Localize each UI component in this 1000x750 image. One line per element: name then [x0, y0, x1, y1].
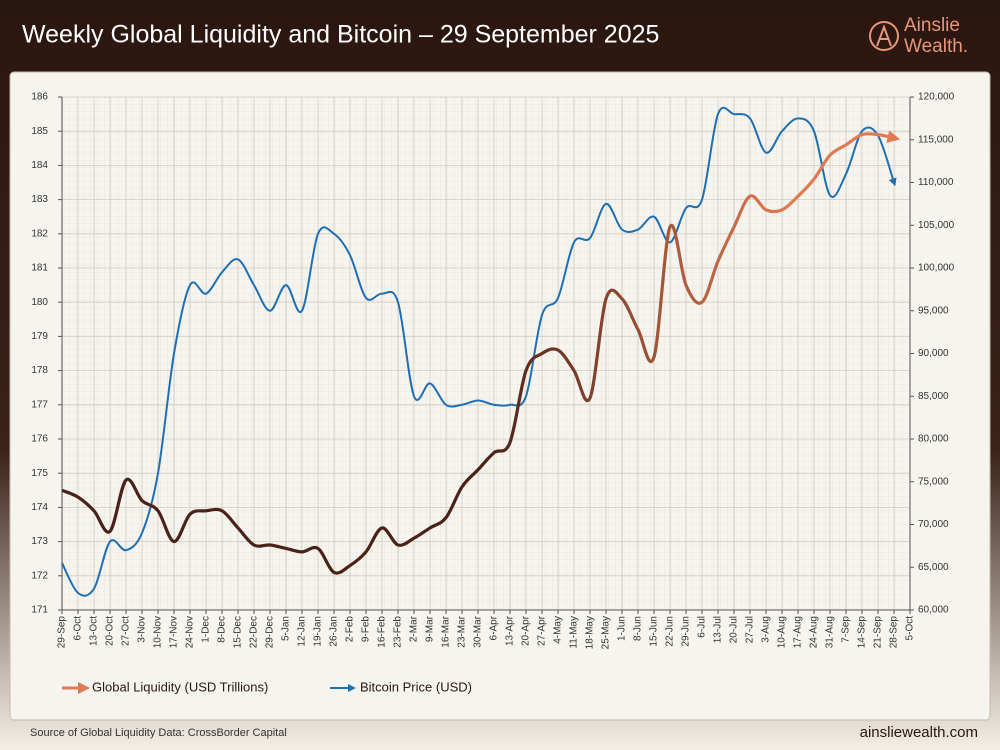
website: ainsliewealth.com — [860, 724, 978, 741]
x-tick-label: 24-Aug — [809, 616, 820, 648]
x-tick-label: 2-Mar — [409, 615, 420, 642]
x-tick-label: 7-Sep — [841, 616, 852, 643]
x-tick-label: 13-Apr — [505, 615, 516, 646]
y2-tick-label: 110,000 — [918, 177, 954, 188]
chart-title: Weekly Global Liquidity and Bitcoin – 29… — [22, 21, 659, 49]
x-tick-label: 23-Mar — [457, 615, 468, 647]
x-tick-label: 29-Jun — [681, 616, 692, 647]
y-tick-label: 183 — [31, 194, 48, 205]
x-tick-label: 19-Jan — [313, 616, 324, 647]
x-tick-label: 13-Jul — [713, 616, 724, 643]
x-tick-label: 3-Nov — [137, 616, 148, 643]
y2-tick-label: 120,000 — [918, 92, 955, 103]
plot-area — [62, 97, 910, 610]
y-tick-label: 181 — [31, 263, 48, 274]
x-tick-label: 22-Jun — [665, 616, 676, 647]
x-tick-label: 20-Oct — [105, 616, 116, 646]
x-tick-label: 20-Apr — [521, 615, 532, 646]
x-tick-label: 6-Apr — [489, 615, 500, 640]
x-tick-label: 20-Jul — [729, 616, 740, 643]
x-tick-label: 28-Sep — [889, 616, 900, 649]
x-tick-label: 1-Jun — [617, 616, 628, 641]
x-tick-label: 8-Dec — [217, 616, 228, 643]
series-line — [61, 106, 897, 597]
y-tick-label: 174 — [31, 502, 48, 513]
y2-tick-label: 65,000 — [918, 562, 949, 573]
y2-tick-label: 105,000 — [918, 220, 955, 231]
legend-label: Bitcoin Price (USD) — [360, 679, 472, 694]
y-tick-label: 176 — [31, 434, 48, 445]
x-tick-label: 21-Sep — [873, 616, 884, 649]
x-tick-label: 5-Jan — [281, 616, 292, 641]
x-tick-label: 22-Dec — [249, 616, 260, 648]
x-tick-label: 14-Sep — [857, 616, 868, 649]
y2-tick-label: 90,000 — [918, 348, 949, 359]
x-tick-label: 1-Dec — [201, 616, 212, 643]
x-tick-label: 18-May — [585, 616, 596, 649]
y-tick-label: 184 — [31, 160, 48, 171]
y-tick-label: 178 — [31, 365, 48, 376]
y2-tick-label: 80,000 — [918, 434, 949, 445]
y-tick-label: 172 — [31, 570, 48, 581]
x-tick-label: 15-Jun — [649, 616, 660, 647]
x-tick-label: 26-Jan — [329, 616, 340, 647]
x-tick-label: 27-Oct — [121, 616, 132, 646]
logo — [869, 21, 899, 51]
y-tick-label: 171 — [31, 605, 48, 616]
x-tick-label: 9-Feb — [361, 616, 372, 643]
x-tick-label: 11-May — [569, 616, 580, 649]
x-tick-label: 4-May — [553, 616, 564, 644]
x-tick-label: 31-Aug — [825, 616, 836, 648]
y-tick-label: 175 — [31, 468, 48, 479]
x-tick-label: 2-Feb — [345, 616, 356, 643]
y-tick-label: 182 — [31, 228, 48, 239]
x-tick-label: 15-Dec — [233, 616, 244, 648]
x-tick-label: 6-Oct — [73, 616, 84, 641]
y2-tick-label: 115,000 — [918, 134, 954, 145]
brand: Wealth. — [904, 36, 968, 57]
x-tick-label: 6-Jul — [697, 616, 708, 638]
x-tick-label: 16-Feb — [377, 616, 388, 648]
x-tick-label: 29-Sep — [57, 616, 68, 649]
x-tick-label: 24-Nov — [185, 616, 196, 648]
x-tick-label: 13-Oct — [89, 616, 100, 646]
y-tick-label: 179 — [31, 331, 48, 342]
x-tick-label: 12-Jan — [297, 616, 308, 647]
x-tick-label: 17-Aug — [793, 616, 804, 648]
x-tick-label: 9-Mar — [425, 615, 436, 642]
y2-tick-label: 85,000 — [918, 391, 949, 402]
x-tick-label: 16-Mar — [441, 615, 452, 647]
x-tick-label: 17-Nov — [169, 616, 180, 648]
source: Source of Global Liquidity Data: CrossBo… — [30, 727, 287, 739]
legend-label: Global Liquidity (USD Trillions) — [92, 679, 268, 694]
x-tick-label: 10-Nov — [153, 616, 164, 648]
x-tick-label: 29-Dec — [265, 616, 276, 648]
x-tick-label: 8-Jun — [633, 616, 644, 641]
y-tick-label: 173 — [31, 536, 48, 547]
x-tick-label: 10-Aug — [777, 616, 788, 648]
series-line — [61, 130, 901, 575]
y-tick-label: 177 — [31, 399, 48, 410]
x-tick-label: 23-Feb — [393, 616, 404, 648]
x-tick-label: 27-Apr — [537, 615, 548, 646]
x-tick-label: 30-Mar — [473, 615, 484, 647]
x-tick-label: 3-Aug — [761, 616, 772, 643]
y2-tick-label: 70,000 — [918, 519, 949, 530]
x-tick-label: 27-Jul — [745, 616, 756, 643]
y-tick-label: 186 — [31, 92, 48, 103]
y2-tick-label: 75,000 — [918, 476, 949, 487]
y2-tick-label: 95,000 — [918, 305, 949, 316]
y-tick-label: 180 — [31, 297, 48, 308]
y2-tick-label: 60,000 — [918, 605, 949, 616]
y2-tick-label: 100,000 — [918, 263, 955, 274]
x-tick-label: 5-Oct — [905, 616, 916, 641]
brand: Ainslie — [904, 15, 960, 36]
y-tick-label: 185 — [31, 126, 48, 137]
x-tick-label: 25-May — [601, 616, 612, 649]
